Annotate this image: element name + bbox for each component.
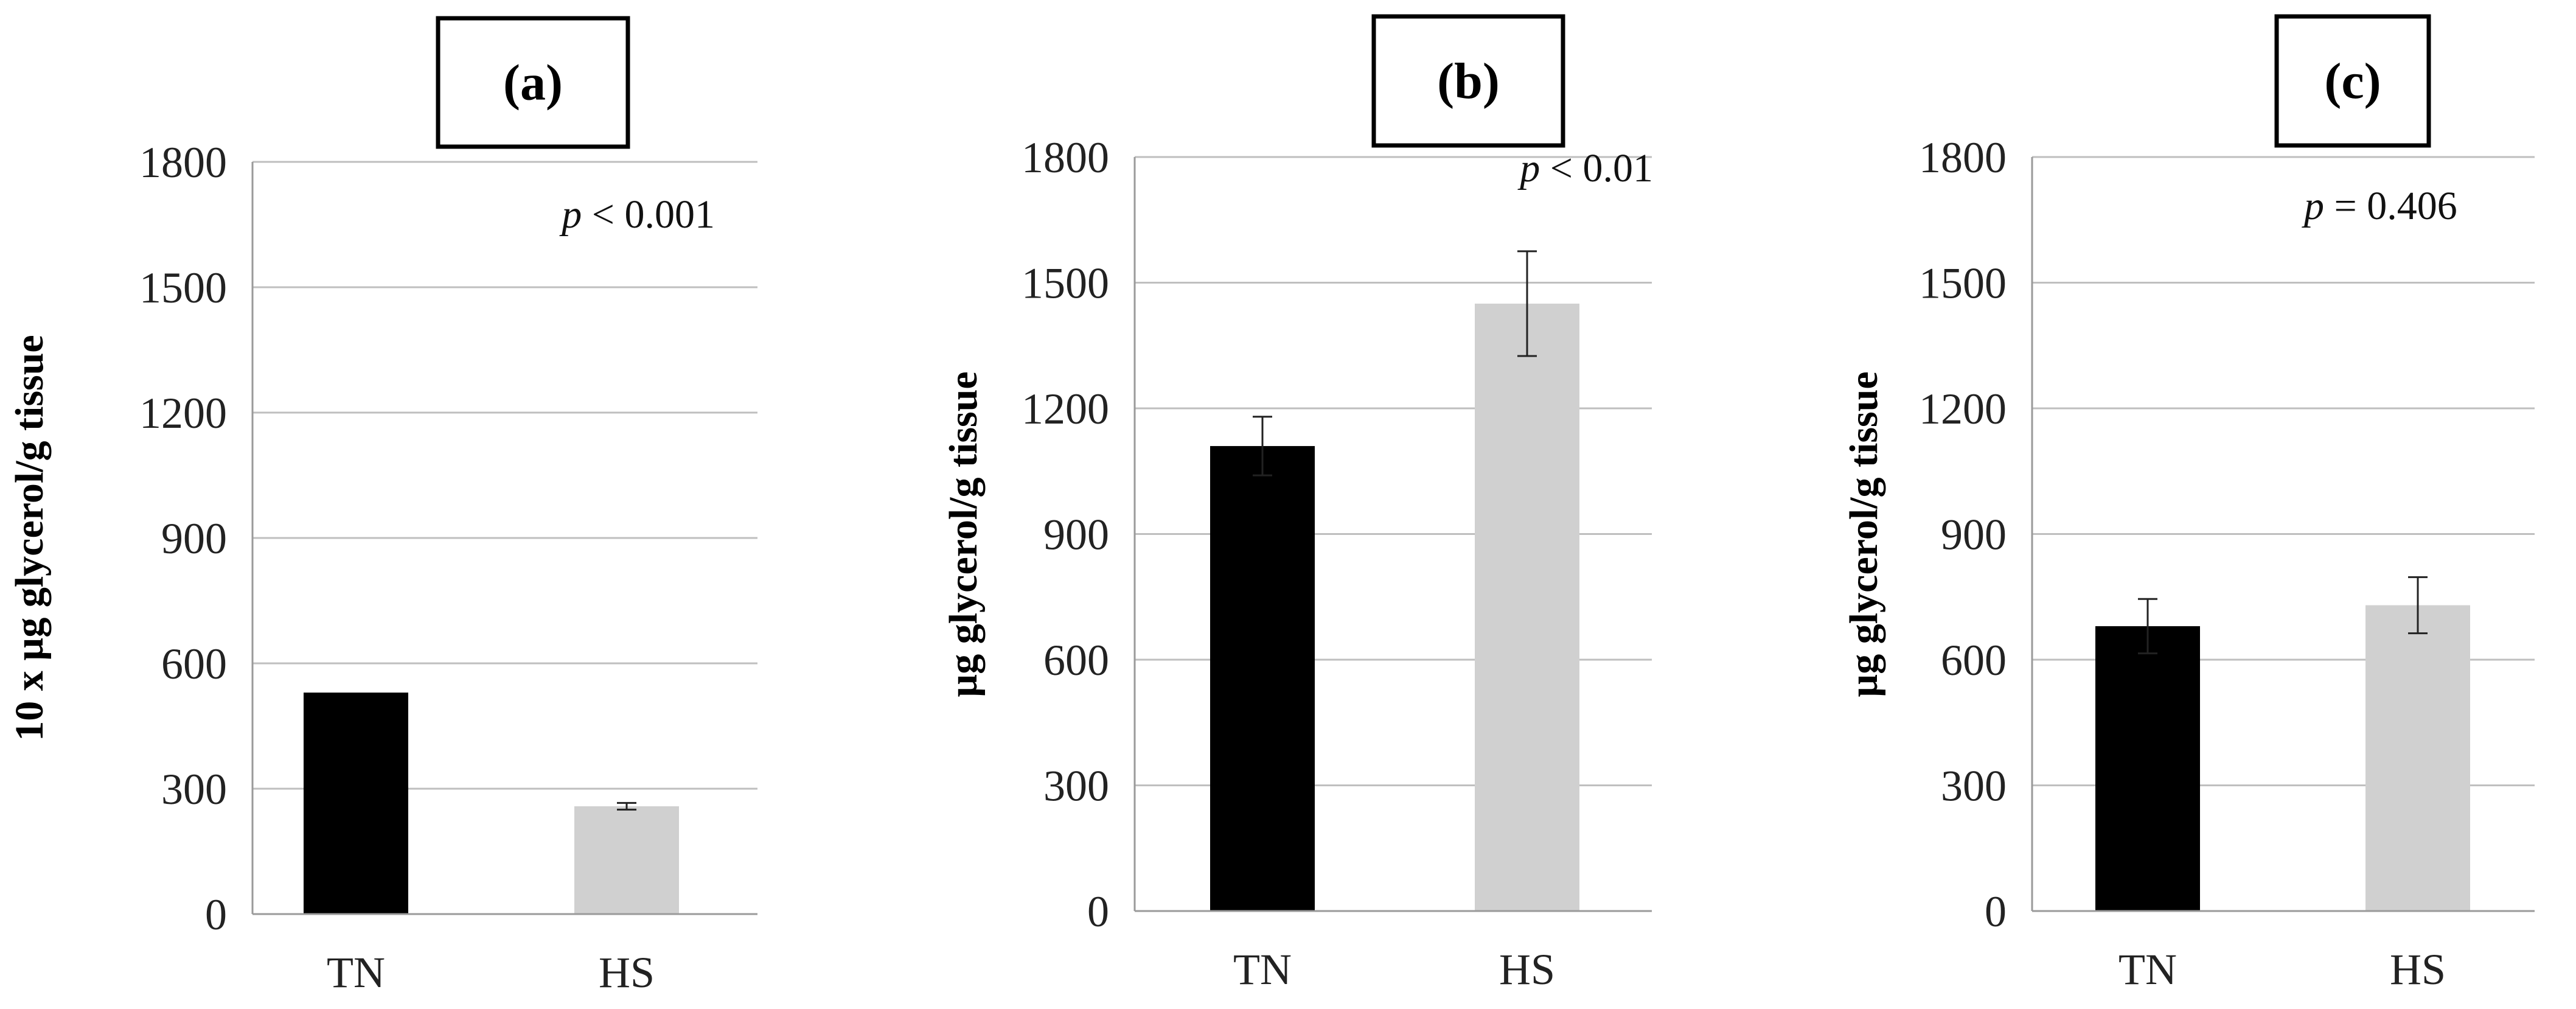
y-tick-label: 0	[1985, 887, 2007, 936]
error-bar-hs	[1517, 250, 1537, 357]
p-value-text: < 0.01	[1540, 146, 1653, 190]
p-value-text: < 0.001	[582, 192, 715, 237]
x-tick-label: TN	[1233, 945, 1292, 994]
y-tick-label: 1200	[1022, 385, 1109, 433]
y-tick-label: 0	[205, 890, 227, 939]
chart-panel-2: 0 300 600 900 1200 1500 1800 TN HS µg glycerol/g …	[941, 14, 1653, 994]
y-tick-label: 300	[1043, 762, 1109, 811]
error-bar-hs	[617, 801, 636, 811]
p-value-annotation: p = 0.406	[2302, 184, 2457, 228]
chart-panel-3: 0 300 600 900 1200 1500 1800 TN HS µg glycerol/g …	[1842, 14, 2535, 994]
p-value-annotation: p < 0.001	[559, 192, 715, 237]
p-value-annotation: p < 0.01	[1517, 146, 1653, 190]
y-axis-title: µg glycerol/g tissue	[1842, 371, 1886, 697]
y-tick-label: 900	[1043, 511, 1109, 559]
y-tick-label: 1500	[1919, 259, 2007, 308]
panel-label: (a)	[503, 55, 563, 111]
y-tick-label: 600	[161, 640, 227, 688]
y-tick-label: 600	[1043, 636, 1109, 685]
x-tick-label: HS	[1499, 945, 1555, 994]
x-tick-label: HS	[2390, 945, 2446, 994]
panel-label-box	[1371, 14, 1565, 148]
y-tick-label: 0	[1087, 887, 1109, 936]
error-bar-tn	[1253, 416, 1272, 477]
p-value-symbol: p	[559, 192, 582, 237]
y-tick-label: 1500	[139, 264, 227, 312]
y-tick-label: 900	[1941, 511, 2007, 559]
y-tick-label: 300	[1941, 762, 2007, 811]
p-value-symbol: p	[2302, 184, 2324, 228]
chart-panel-1: 0 300 600 900 1200 1500 1800 TN HS 10 x µg glycer…	[7, 16, 757, 997]
error-bar-tn	[2138, 598, 2157, 655]
bar-hs	[2365, 605, 2470, 911]
p-value-symbol: p	[1517, 146, 1540, 190]
panel-label: (c)	[2324, 53, 2381, 110]
y-axis-title: 10 x µg glycerol/g tissue	[7, 335, 52, 741]
x-tick-label: TN	[327, 948, 385, 997]
y-tick-label: 1800	[139, 138, 227, 187]
x-tick-label: HS	[599, 948, 655, 997]
y-tick-label: 1800	[1919, 133, 2007, 182]
panel-label: (b)	[1437, 53, 1500, 110]
bar-hs	[1475, 303, 1579, 912]
x-tick-label: TN	[2118, 945, 2177, 994]
bar-tn	[2095, 626, 2200, 911]
panel-label-box	[436, 16, 630, 149]
bar-tn	[1210, 445, 1315, 911]
p-value-text: = 0.406	[2324, 184, 2457, 228]
y-tick-label: 900	[161, 514, 227, 563]
y-tick-label: 1200	[1919, 385, 2007, 433]
y-axis-title: µg glycerol/g tissue	[941, 371, 986, 697]
bar-hs	[574, 806, 679, 914]
y-tick-label: 1200	[139, 389, 227, 438]
y-tick-label: 300	[161, 765, 227, 814]
y-tick-label: 1500	[1022, 259, 1109, 308]
y-tick-label: 600	[1941, 636, 2007, 685]
bar-tn	[304, 693, 408, 914]
y-tick-label: 1800	[1022, 133, 1109, 182]
error-bar-hs	[2408, 576, 2428, 635]
panel-label-box	[2274, 14, 2431, 148]
